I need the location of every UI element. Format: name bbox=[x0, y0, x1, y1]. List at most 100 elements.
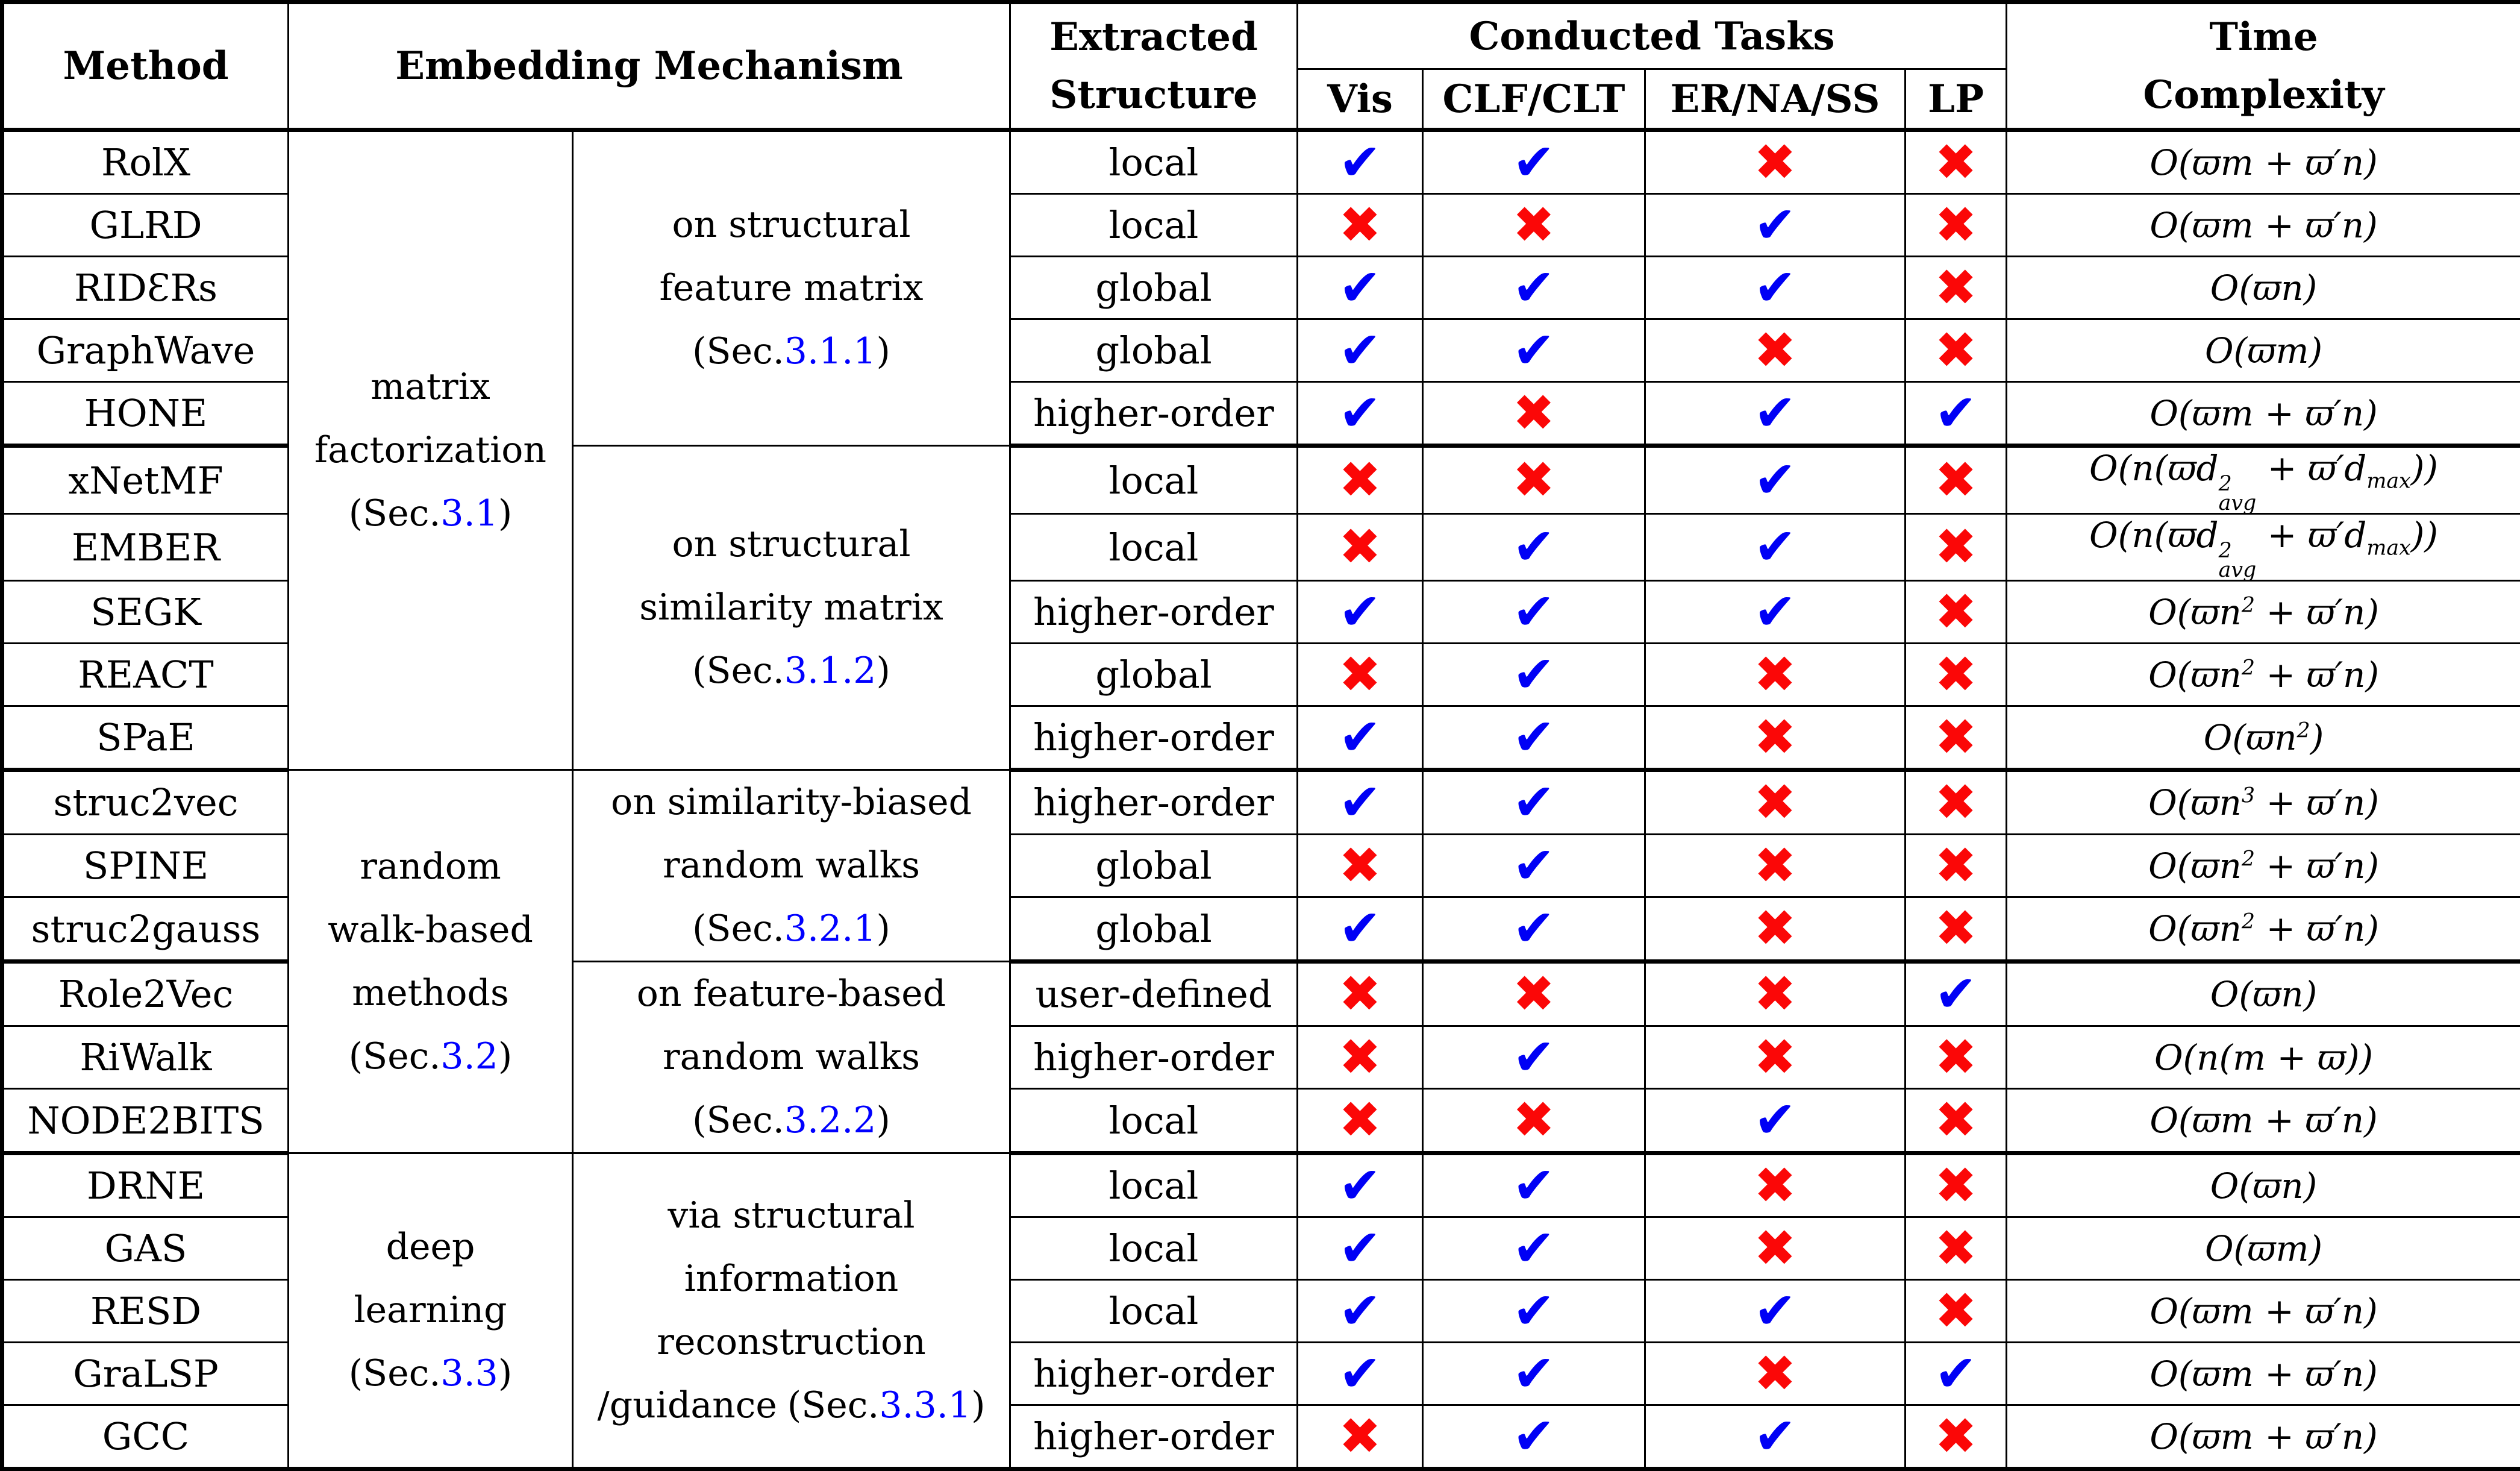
mechanism-group-random-walk: random walk-based methods (Sec.3.2) bbox=[289, 770, 573, 1153]
task-clf-cell: ✔ bbox=[1423, 581, 1645, 644]
task-lp-cell: ✖ bbox=[1906, 770, 2007, 835]
section-link[interactable]: 3.1.1 bbox=[784, 330, 877, 372]
group-label-line: learning bbox=[294, 1279, 567, 1342]
complexity-cell: O(ϖm) bbox=[2007, 1217, 2520, 1280]
task-mark-icon: ✔ bbox=[1934, 387, 1977, 438]
task-vis-cell: ✖ bbox=[1298, 1405, 1423, 1469]
structure-cell: global bbox=[1010, 644, 1298, 706]
task-vis-cell: ✖ bbox=[1298, 194, 1423, 257]
task-mark-icon: ✖ bbox=[1513, 387, 1555, 438]
task-er-cell: ✔ bbox=[1645, 382, 1906, 446]
section-link[interactable]: 3.1.2 bbox=[784, 650, 877, 692]
col-header-er-na-ss: ER/NA/SS bbox=[1645, 69, 1906, 130]
task-vis-cell: ✖ bbox=[1298, 1026, 1423, 1089]
method-cell: EMBER bbox=[2, 514, 289, 581]
task-clf-cell: ✔ bbox=[1423, 897, 1645, 962]
section-ref-line: (Sec.3.1.2) bbox=[578, 639, 1004, 703]
complexity-cell: O(ϖm + ϖ′n) bbox=[2007, 1280, 2520, 1343]
subgroup-label-line: random walks bbox=[578, 1026, 1004, 1089]
group-label-line: methods bbox=[294, 962, 567, 1025]
col-header-conducted-tasks: Conducted Tasks bbox=[1298, 2, 2007, 69]
structure-cell: local bbox=[1010, 446, 1298, 514]
mechanism-subgroup-similarity-biased-walks: on similarity-biased random walks (Sec.3… bbox=[573, 770, 1010, 962]
task-er-cell: ✖ bbox=[1645, 770, 1906, 835]
section-ref-line: (Sec.3.2) bbox=[294, 1025, 567, 1088]
method-cell: struc2vec bbox=[2, 770, 289, 835]
method-cell: GLRD bbox=[2, 194, 289, 257]
task-mark-icon: ✖ bbox=[1339, 1094, 1381, 1145]
subgroup-label-line: on feature-based bbox=[578, 962, 1004, 1026]
section-link[interactable]: 3.2 bbox=[440, 1035, 498, 1077]
task-er-cell: ✔ bbox=[1645, 194, 1906, 257]
task-er-cell: ✔ bbox=[1645, 1089, 1906, 1153]
sec-prefix: (Sec. bbox=[349, 1352, 441, 1394]
section-ref-line: (Sec.3.3) bbox=[294, 1342, 567, 1405]
task-mark-icon: ✖ bbox=[1339, 521, 1381, 572]
task-vis-cell: ✔ bbox=[1298, 130, 1423, 194]
task-lp-cell: ✖ bbox=[1906, 581, 2007, 644]
complexity-cell: O(ϖn2 + ϖ′n) bbox=[2007, 897, 2520, 962]
complexity-cell: O(ϖm + ϖ′n) bbox=[2007, 1343, 2520, 1405]
task-er-cell: ✔ bbox=[1645, 581, 1906, 644]
task-mark-icon: ✖ bbox=[1934, 1094, 1977, 1145]
task-lp-cell: ✖ bbox=[1906, 1026, 2007, 1089]
task-vis-cell: ✔ bbox=[1298, 1343, 1423, 1405]
task-clf-cell: ✔ bbox=[1423, 130, 1645, 194]
task-mark-icon: ✔ bbox=[1339, 1160, 1381, 1211]
section-link[interactable]: 3.3.1 bbox=[879, 1384, 971, 1426]
sec-prefix: (Sec. bbox=[692, 650, 784, 692]
task-mark-icon: ✖ bbox=[1754, 649, 1796, 700]
task-clf-cell: ✔ bbox=[1423, 319, 1645, 382]
task-vis-cell: ✔ bbox=[1298, 1217, 1423, 1280]
task-mark-icon: ✖ bbox=[1754, 968, 1796, 1019]
task-lp-cell: ✖ bbox=[1906, 1217, 2007, 1280]
task-mark-icon: ✔ bbox=[1339, 387, 1381, 438]
section-link[interactable]: 3.2.1 bbox=[784, 908, 877, 950]
col-header-vis: Vis bbox=[1298, 69, 1423, 130]
table-row: struc2vec random walk-based methods (Sec… bbox=[2, 770, 2520, 835]
complexity-cell: O(ϖn) bbox=[2007, 257, 2520, 319]
task-mark-icon: ✖ bbox=[1339, 840, 1381, 891]
paren-close: ) bbox=[971, 1384, 985, 1426]
task-clf-cell: ✔ bbox=[1423, 514, 1645, 581]
task-mark-icon: ✖ bbox=[1754, 325, 1796, 375]
task-mark-icon: ✔ bbox=[1513, 1032, 1555, 1082]
task-mark-icon: ✖ bbox=[1754, 777, 1796, 827]
subgroup-label-line: on similarity-biased bbox=[578, 771, 1004, 834]
structure-cell: higher-order bbox=[1010, 770, 1298, 835]
task-mark-icon: ✖ bbox=[1754, 903, 1796, 953]
task-clf-cell: ✔ bbox=[1423, 834, 1645, 897]
task-clf-cell: ✔ bbox=[1423, 770, 1645, 835]
subgroup-label-line: similarity matrix bbox=[578, 576, 1004, 639]
col-header-extracted-structure: Extracted Structure bbox=[1010, 2, 1298, 130]
task-mark-icon: ✔ bbox=[1339, 777, 1381, 827]
task-mark-icon: ✖ bbox=[1934, 840, 1977, 891]
task-mark-icon: ✔ bbox=[1754, 262, 1796, 313]
structure-cell: global bbox=[1010, 257, 1298, 319]
task-vis-cell: ✖ bbox=[1298, 446, 1423, 514]
task-lp-cell: ✖ bbox=[1906, 130, 2007, 194]
structure-cell: global bbox=[1010, 834, 1298, 897]
task-mark-icon: ✖ bbox=[1934, 1032, 1977, 1082]
task-mark-icon: ✔ bbox=[1513, 712, 1555, 762]
task-mark-icon: ✖ bbox=[1934, 262, 1977, 313]
section-link[interactable]: 3.3 bbox=[440, 1352, 498, 1394]
task-lp-cell: ✖ bbox=[1906, 446, 2007, 514]
task-vis-cell: ✖ bbox=[1298, 644, 1423, 706]
task-clf-cell: ✖ bbox=[1423, 194, 1645, 257]
task-clf-cell: ✔ bbox=[1423, 1343, 1645, 1405]
structure-cell: higher-order bbox=[1010, 581, 1298, 644]
task-mark-icon: ✖ bbox=[1339, 454, 1381, 505]
complexity-cell: O(ϖn2 + ϖ′n) bbox=[2007, 581, 2520, 644]
task-lp-cell: ✖ bbox=[1906, 194, 2007, 257]
task-clf-cell: ✖ bbox=[1423, 962, 1645, 1026]
section-link[interactable]: 3.1 bbox=[440, 492, 498, 535]
method-cell: NODE2BITS bbox=[2, 1089, 289, 1153]
section-link[interactable]: 3.2.2 bbox=[784, 1099, 877, 1141]
method-cell: RESD bbox=[2, 1280, 289, 1343]
task-mark-icon: ✖ bbox=[1754, 1348, 1796, 1399]
subgroup-label-line: reconstruction bbox=[578, 1311, 1004, 1374]
group-label-line: walk-based bbox=[294, 899, 567, 962]
task-vis-cell: ✖ bbox=[1298, 514, 1423, 581]
